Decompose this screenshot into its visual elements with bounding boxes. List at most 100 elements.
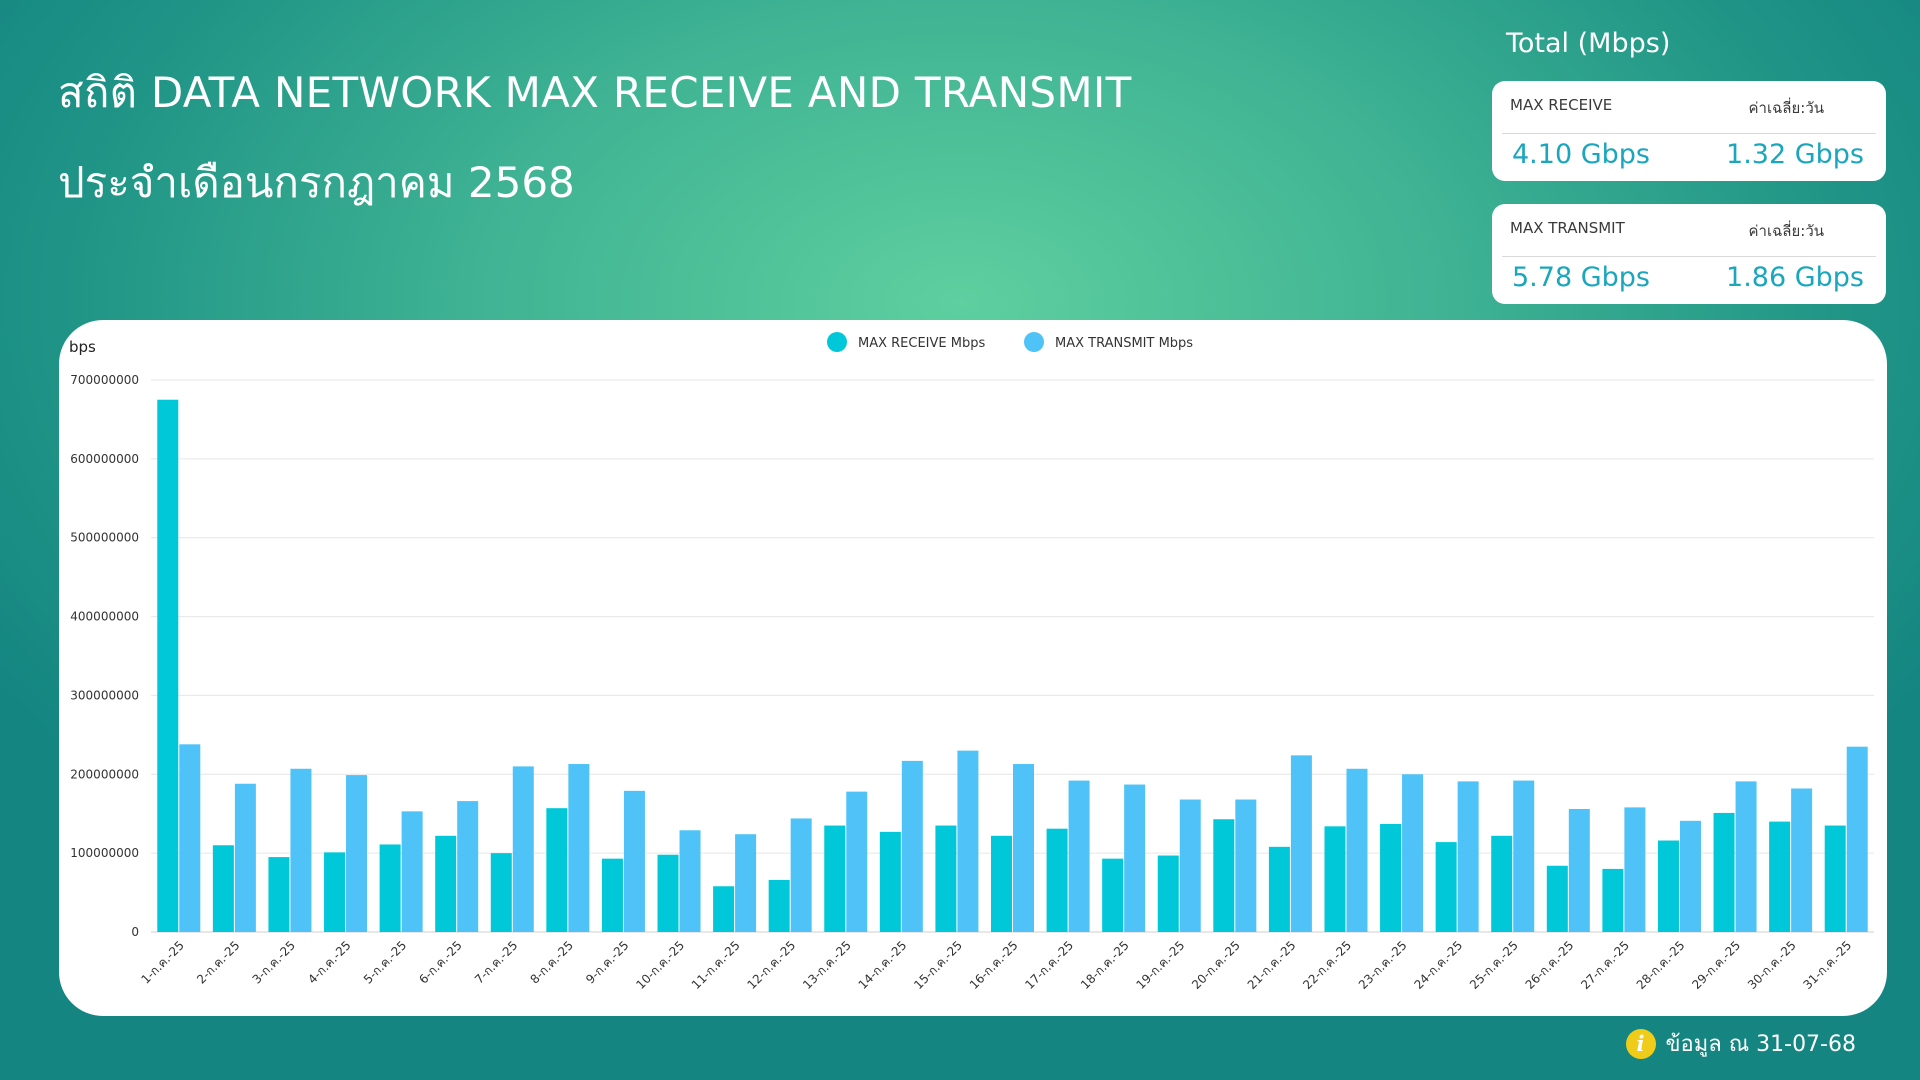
receive-bar xyxy=(1046,828,1068,932)
transmit-summary-card: MAX TRANSMIT ค่าเฉลี่ย:วัน 5.78 Gbps 1.8… xyxy=(1492,204,1886,304)
receive-bar xyxy=(601,858,623,932)
x-tick-label: 1-ก.ค.-25 xyxy=(138,938,186,986)
x-tick-label: 18-ก.ค.-25 xyxy=(1078,938,1132,992)
transmit-bar xyxy=(1068,780,1090,932)
transmit-bar xyxy=(401,811,423,932)
y-tick-label: 0 xyxy=(131,925,139,939)
receive-bar xyxy=(1380,823,1402,932)
summary-title: Total (Mbps) xyxy=(1506,28,1671,59)
x-tick-label: 27-ก.ค.-25 xyxy=(1578,938,1632,992)
data-date-footer: i ข้อมูล ณ 31-07-68 xyxy=(1625,1026,1857,1061)
receive-bar xyxy=(490,853,512,932)
receive-bar xyxy=(657,854,679,932)
receive-bar xyxy=(1657,840,1679,932)
transmit-bar xyxy=(1402,774,1424,932)
receive-bar xyxy=(768,879,790,932)
legend-marker-0 xyxy=(827,332,847,352)
transmit-card-avg-label: ค่าเฉลี่ย:วัน xyxy=(1748,222,1824,240)
x-tick-label: 2-ก.ค.-25 xyxy=(194,938,242,986)
receive-bar xyxy=(879,831,901,932)
receive-summary-card: MAX RECEIVE ค่าเฉลี่ย:วัน 4.10 Gbps 1.32… xyxy=(1492,81,1886,181)
x-tick-label: 14-ก.ค.-25 xyxy=(856,938,910,992)
receive-bar xyxy=(1435,842,1457,932)
x-tick-label: 12-ก.ค.-25 xyxy=(744,938,798,992)
x-tick-label: 4-ก.ค.-25 xyxy=(305,938,353,986)
transmit-bar xyxy=(1290,755,1312,932)
receive-bar xyxy=(1324,826,1346,932)
transmit-bar xyxy=(790,818,812,932)
transmit-bar xyxy=(1179,799,1201,932)
transmit-bar xyxy=(1013,764,1034,932)
transmit-bar xyxy=(1624,807,1646,932)
data-date-text: ข้อมูล ณ 31-07-68 xyxy=(1665,1032,1857,1057)
receive-bar xyxy=(379,844,401,932)
legend-label: MAX RECEIVE Mbps xyxy=(858,336,985,351)
y-tick-label: 300000000 xyxy=(70,688,139,702)
transmit-bar xyxy=(957,750,979,932)
transmit-bar xyxy=(623,790,645,932)
transmit-bar xyxy=(1346,768,1368,932)
x-tick-label: 29-ก.ค.-25 xyxy=(1689,938,1743,992)
transmit-max-value: 5.78 Gbps xyxy=(1512,262,1650,293)
transmit-bar xyxy=(1735,781,1757,932)
x-tick-label: 16-ก.ค.-25 xyxy=(967,938,1021,992)
transmit-bar xyxy=(1124,784,1146,932)
receive-card-header: MAX RECEIVE ค่าเฉลี่ย:วัน xyxy=(1502,81,1876,134)
receive-bar xyxy=(1157,855,1179,932)
transmit-bar xyxy=(179,744,201,932)
receive-bar xyxy=(1491,835,1513,932)
transmit-bar xyxy=(290,768,312,932)
x-tick-label: 6-ก.ค.-25 xyxy=(416,938,464,986)
transmit-bar xyxy=(1791,788,1813,932)
x-tick-label: 26-ก.ค.-25 xyxy=(1523,938,1577,992)
x-tick-label: 23-ก.ค.-25 xyxy=(1356,938,1410,992)
info-icon: i xyxy=(1625,1028,1656,1059)
receive-bar xyxy=(1602,868,1624,932)
transmit-bar xyxy=(735,834,757,932)
transmit-bar xyxy=(1679,820,1701,932)
receive-avg-value: 1.32 Gbps xyxy=(1726,139,1864,170)
receive-bar xyxy=(435,835,457,932)
transmit-bar xyxy=(1235,799,1257,932)
receive-card-avg-label: ค่าเฉลี่ย:วัน xyxy=(1748,99,1824,117)
x-tick-label: 9-ก.ค.-25 xyxy=(583,938,631,986)
transmit-card-label: MAX TRANSMIT xyxy=(1510,219,1625,237)
transmit-bar xyxy=(846,791,868,932)
receive-bar xyxy=(212,845,234,932)
receive-bar xyxy=(824,825,846,932)
receive-bar xyxy=(157,399,179,932)
y-tick-label: 700000000 xyxy=(70,373,139,387)
page-title: สถิติ DATA NETWORK MAX RECEIVE AND TRANS… xyxy=(58,68,1132,117)
receive-bar xyxy=(1824,825,1846,932)
transmit-bar xyxy=(1846,746,1868,932)
bar-chart: 0 100000000 200000000 300000000 400000000 500… xyxy=(69,332,1874,992)
receive-bar xyxy=(935,825,957,932)
receive-bar xyxy=(1713,812,1735,932)
x-tick-label: 17-ก.ค.-25 xyxy=(1022,938,1076,992)
y-tick-label: 500000000 xyxy=(70,531,139,545)
receive-bar xyxy=(1769,821,1791,932)
x-tick-label: 30-ก.ค.-25 xyxy=(1745,938,1799,992)
x-tick-label: 28-ก.ค.-25 xyxy=(1634,938,1688,992)
x-tick-label: 7-ก.ค.-25 xyxy=(472,938,520,986)
y-tick-label: 200000000 xyxy=(70,767,139,781)
x-tick-label: 11-ก.ค.-25 xyxy=(689,938,743,992)
receive-bar xyxy=(991,835,1012,932)
transmit-bar xyxy=(679,830,701,932)
receive-bar xyxy=(1102,858,1124,932)
receive-max-value: 4.10 Gbps xyxy=(1512,139,1650,170)
x-tick-label: 31-ก.ค.-25 xyxy=(1801,938,1855,992)
receive-bar xyxy=(324,852,346,932)
transmit-bar xyxy=(346,775,368,932)
transmit-bar xyxy=(457,801,479,932)
x-tick-label: 5-ก.ค.-25 xyxy=(361,938,409,986)
transmit-bar xyxy=(901,760,923,932)
page-subtitle: ประจำเดือนกรกฎาคม 2568 xyxy=(58,158,575,207)
receive-card-label: MAX RECEIVE xyxy=(1510,96,1613,114)
y-tick-label: 100000000 xyxy=(70,846,139,860)
chart-panel: 0 100000000 200000000 300000000 400000000 500… xyxy=(59,320,1887,1016)
receive-bar xyxy=(1213,819,1235,932)
y-tick-label: 400000000 xyxy=(70,610,139,624)
x-tick-label: 22-ก.ค.-25 xyxy=(1300,938,1354,992)
x-tick-label: 10-ก.ค.-25 xyxy=(633,938,687,992)
